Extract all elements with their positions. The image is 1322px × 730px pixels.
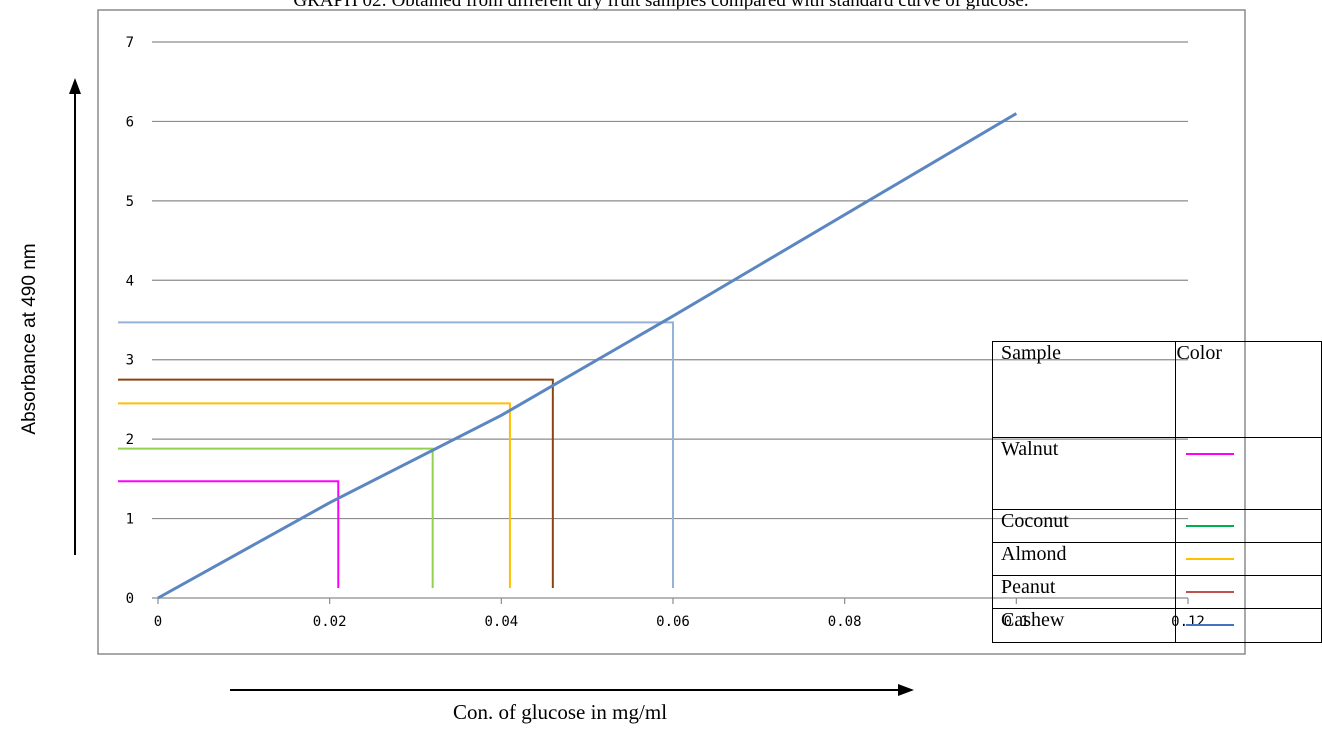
sample-line-walnut [118,480,340,588]
chart-frame [97,9,1246,655]
legend-row-cashew: Cashew [991,608,1322,643]
standard-curve-line [157,112,1018,600]
legend-swatch [1186,525,1235,527]
legend-label: Walnut [991,437,1177,510]
x-tick-label: 0.04 [484,614,518,630]
x-tick-label: 0.06 [656,614,690,630]
legend-label: Coconut [991,509,1177,543]
legend-header-color: Color [1175,341,1322,438]
y-tick-label: 1 [126,512,134,528]
y-tick-label: 6 [126,114,134,130]
legend-label: Cashew [991,608,1177,643]
y-tick-label: 0 [126,591,134,607]
legend-row-peanut: Peanut [991,575,1322,609]
x-axis-label: Con. of glucose in mg/ml [452,700,668,724]
y-tick-label: 4 [126,273,134,289]
legend-label: Peanut [991,575,1177,609]
x-tick-label: 0.08 [828,614,862,630]
sample-line-peanut [118,378,554,588]
x-tick-label: 0 [154,614,162,630]
legend-header-row: Sample Color [991,341,1322,438]
legend-table: Sample Color Walnut Coconut Almond Peanu… [991,341,1322,643]
y-tick-label: 5 [126,194,134,210]
y-tick-label: 2 [126,432,134,448]
sample-line-cashew [118,321,674,588]
legend-row-coconut: Coconut [991,509,1322,543]
legend-swatch [1186,624,1235,626]
y-tick-labels: 0 1 2 3 4 5 6 7 [126,35,134,607]
x-axis-arrow [230,684,914,696]
y-tick-label: 7 [126,35,134,51]
legend-label: Almond [991,542,1177,576]
legend-row-walnut: Walnut [991,437,1322,510]
legend-swatch [1186,558,1235,560]
standard-curve [157,112,1018,600]
y-tick-label: 3 [126,353,134,369]
y-axis-arrow [69,78,81,555]
chart-title: GRAPH 02: Obtained from different dry fr… [293,0,1029,11]
legend-row-almond: Almond [991,542,1322,576]
sample-line-almond [118,402,511,588]
legend-swatch [1186,591,1235,593]
y-axis-label: Absorbance at 490 nm [19,243,40,435]
x-tick-label: 0.02 [313,614,347,630]
legend-header-sample: Sample [991,341,1177,438]
legend-swatch [1186,453,1235,455]
sample-markers [118,321,674,588]
